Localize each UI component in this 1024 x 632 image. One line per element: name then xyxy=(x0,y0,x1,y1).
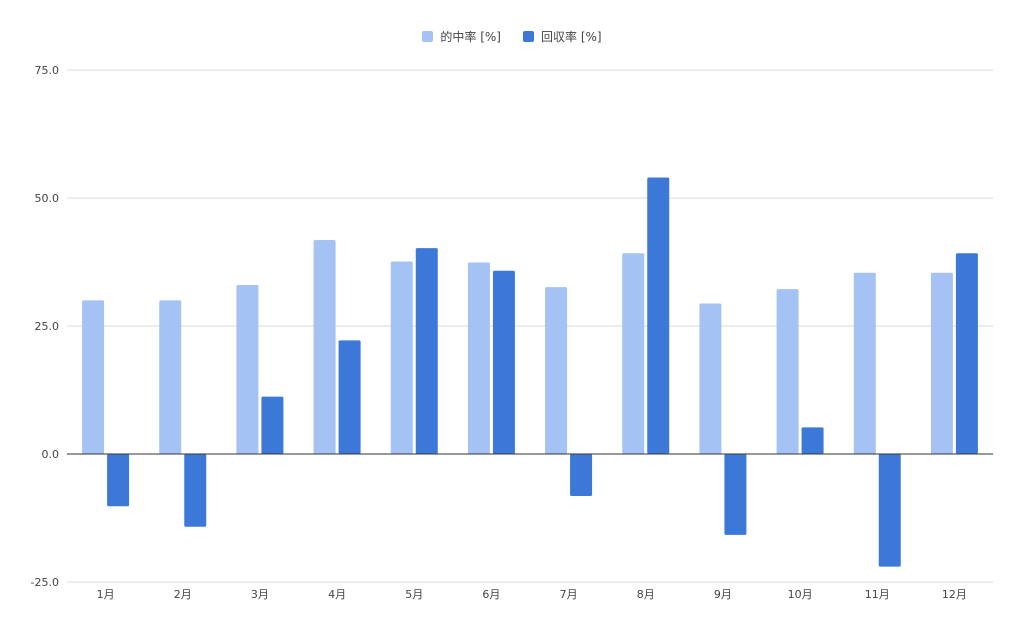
bar-return-rate[interactable] xyxy=(107,454,130,507)
bar-return-rate[interactable] xyxy=(492,270,515,454)
x-tick-label: 10月 xyxy=(788,588,813,601)
bar-return-rate[interactable] xyxy=(724,454,747,535)
bar-hit-rate[interactable] xyxy=(82,300,105,454)
bar-hit-rate[interactable] xyxy=(699,303,722,454)
bar-hit-rate[interactable] xyxy=(390,261,413,454)
bar-return-rate[interactable] xyxy=(415,248,438,454)
y-tick-label: 0.0 xyxy=(42,448,60,461)
y-tick-label: 25.0 xyxy=(35,320,60,333)
legend: 的中率 [%] 回収率 [%] xyxy=(0,28,1024,45)
bar-return-rate[interactable] xyxy=(338,340,361,454)
legend-label-hit-rate: 的中率 [%] xyxy=(440,30,501,44)
y-tick-label: 50.0 xyxy=(35,192,60,205)
bars xyxy=(82,177,978,567)
bar-return-rate[interactable] xyxy=(878,454,901,567)
bar-hit-rate[interactable] xyxy=(313,239,336,454)
bar-hit-rate[interactable] xyxy=(853,272,876,454)
x-tick-label: 4月 xyxy=(328,588,346,601)
x-tick-label: 6月 xyxy=(482,588,500,601)
bar-hit-rate[interactable] xyxy=(622,253,645,454)
bar-hit-rate[interactable] xyxy=(930,272,953,454)
x-tick-label: 9月 xyxy=(714,588,732,601)
legend-label-return-rate: 回収率 [%] xyxy=(541,30,602,44)
y-tick-label: -25.0 xyxy=(31,576,59,589)
x-tick-label: 2月 xyxy=(174,588,192,601)
bar-return-rate[interactable] xyxy=(184,454,207,527)
bar-hit-rate[interactable] xyxy=(776,289,799,454)
bar-return-rate[interactable] xyxy=(570,454,593,496)
x-tick-label: 12月 xyxy=(942,588,967,601)
bar-hit-rate[interactable] xyxy=(236,285,259,454)
x-tick-label: 11月 xyxy=(865,588,890,601)
x-tick-label: 8月 xyxy=(637,588,655,601)
y-tick-label: 75.0 xyxy=(35,64,60,77)
bar-hit-rate[interactable] xyxy=(159,300,182,454)
bar-return-rate[interactable] xyxy=(647,177,670,454)
bar-hit-rate[interactable] xyxy=(467,262,490,454)
x-tick-label: 3月 xyxy=(251,588,269,601)
bar-return-rate[interactable] xyxy=(955,253,978,454)
axes: -25.0 0.0 25.0 50.0 75.0 1月 2月 3月 4月 5月 6月 7月 8月 9月 10… xyxy=(31,64,993,601)
bar-hit-rate[interactable] xyxy=(545,287,568,454)
legend-swatch-hit-rate xyxy=(422,31,434,42)
x-tick-label: 7月 xyxy=(560,588,578,601)
legend-swatch-return-rate xyxy=(523,31,534,42)
x-tick-label: 5月 xyxy=(405,588,423,601)
x-tick-label: 1月 xyxy=(97,588,115,601)
bar-return-rate[interactable] xyxy=(801,427,824,454)
legend-item-hit-rate[interactable]: 的中率 [%] xyxy=(422,28,501,45)
bar-return-rate[interactable] xyxy=(261,396,284,454)
legend-item-return-rate[interactable]: 回収率 [%] xyxy=(523,28,602,45)
